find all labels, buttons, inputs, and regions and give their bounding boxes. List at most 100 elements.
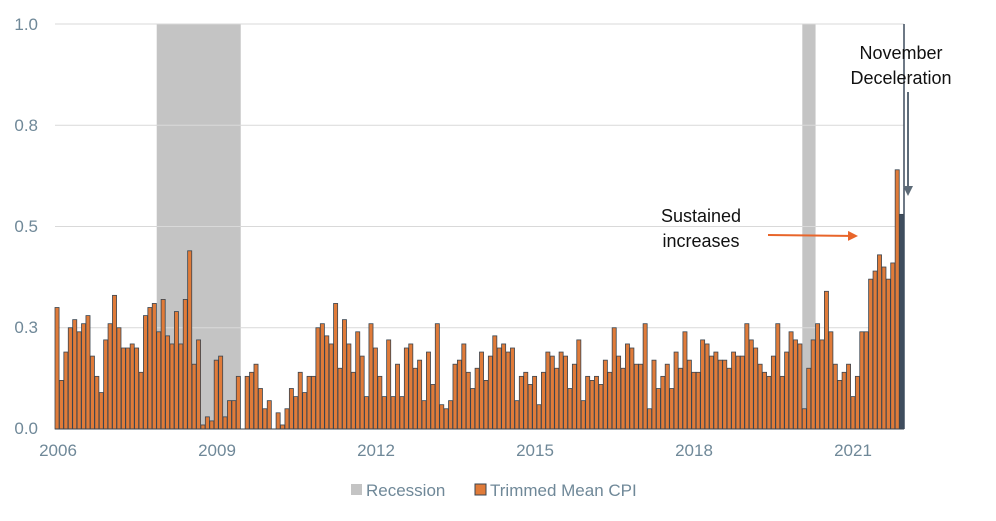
bar: [390, 396, 396, 430]
bar: [616, 355, 622, 430]
bar: [59, 379, 64, 430]
bar: [165, 335, 171, 430]
bar: [143, 315, 148, 430]
bar: [182, 298, 188, 430]
legend-swatch-trimmed-mean-cpi: [474, 483, 487, 496]
bar: [399, 396, 405, 430]
y-tick-label: 0.8: [14, 116, 38, 135]
bar: [324, 335, 330, 430]
bar: [567, 388, 573, 430]
bar: [381, 396, 387, 430]
bar: [660, 375, 666, 430]
bar: [350, 371, 356, 430]
gridlines: [55, 23, 904, 329]
bar: [112, 294, 117, 430]
bar: [722, 359, 728, 430]
bar: [319, 323, 325, 430]
bar: [297, 371, 303, 430]
bar: [664, 363, 670, 430]
bar: [501, 343, 507, 430]
bar: [151, 303, 157, 430]
bar: [819, 339, 825, 430]
bar: [147, 307, 153, 430]
bar: [686, 359, 692, 430]
bar: [368, 323, 374, 430]
bar: [766, 375, 772, 430]
bar: [784, 351, 790, 430]
bar: [67, 327, 73, 430]
bar: [558, 351, 564, 430]
bar: [682, 331, 688, 430]
y-tick-label: 0.5: [14, 217, 38, 236]
bar: [76, 331, 82, 430]
bar: [580, 400, 586, 430]
legend: Recession Trimmed Mean CPI: [351, 481, 637, 500]
bar: [625, 343, 630, 430]
bar: [598, 384, 604, 430]
bar: [311, 375, 316, 430]
bar: [739, 355, 745, 430]
bar: [116, 327, 122, 430]
bar: [470, 388, 476, 430]
bar: [523, 371, 529, 430]
annotation-sustained-line1: Sustained: [661, 206, 741, 226]
bar: [655, 388, 661, 430]
bar: [333, 303, 339, 430]
bar: [284, 408, 290, 430]
bar: [434, 323, 440, 430]
bar: [346, 343, 352, 430]
bar: [541, 371, 546, 430]
bar: [890, 262, 896, 430]
bar: [98, 392, 104, 430]
bar: [545, 351, 551, 430]
legend-label-recession: Recession: [366, 481, 445, 500]
bar: [213, 359, 219, 430]
legend-swatch-recession: [351, 484, 362, 495]
bar: [222, 416, 228, 430]
bar: [863, 331, 869, 430]
bar: [191, 363, 197, 430]
bar: [421, 400, 427, 430]
bar: [744, 323, 750, 430]
bar: [377, 375, 383, 430]
bar: [293, 396, 299, 430]
x-tick-label: 2009: [198, 441, 236, 460]
bar: [797, 343, 803, 430]
bar: [554, 367, 560, 430]
bar: [266, 400, 272, 430]
bar: [549, 355, 555, 430]
bar: [673, 351, 679, 430]
bar: [288, 388, 294, 430]
bar: [505, 351, 511, 430]
bar: [302, 392, 308, 430]
bar: [757, 363, 763, 430]
bar: [342, 319, 347, 430]
bar: [417, 359, 423, 430]
bar: [859, 331, 865, 430]
bar: [514, 400, 520, 430]
bar: [832, 363, 838, 430]
bar: [487, 355, 493, 430]
bar: [700, 339, 706, 430]
bar: [611, 327, 617, 430]
x-tick-label: 2018: [675, 441, 713, 460]
bar: [841, 371, 847, 430]
bar: [452, 363, 458, 430]
bar: [638, 363, 644, 430]
annotation-november-line1: November: [859, 43, 942, 63]
bar: [828, 331, 834, 430]
y-tick-label: 0.0: [14, 419, 38, 438]
bar: [642, 323, 648, 430]
annotation-november-line2: Deceleration: [850, 68, 951, 88]
bar: [748, 339, 754, 430]
bar: [395, 363, 400, 430]
annotation-november-deceleration: November Deceleration: [850, 43, 952, 196]
bar: [576, 339, 582, 430]
bar: [337, 367, 343, 430]
bar-november-2021: [899, 213, 905, 430]
bar: [620, 367, 626, 430]
bars: [54, 169, 905, 430]
bar: [315, 327, 321, 430]
bar: [412, 367, 418, 430]
